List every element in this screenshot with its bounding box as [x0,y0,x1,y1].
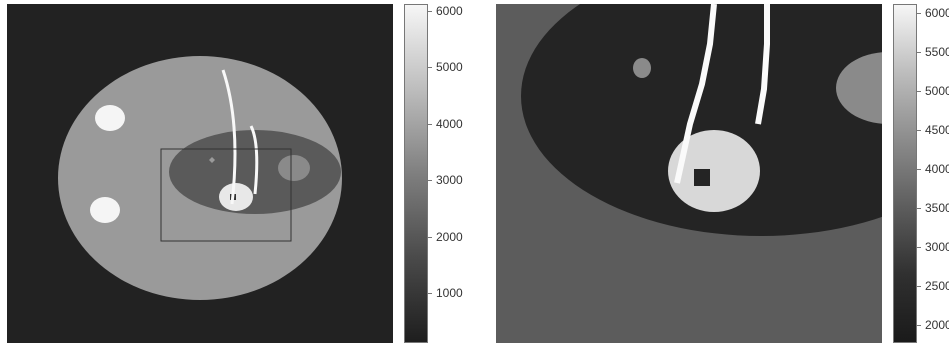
right-zoomed-image [496,4,882,343]
right-colorbar [893,4,917,343]
right-ticks-label-5: 3500 [925,201,949,215]
left-ticks-tickmark-5 [428,293,432,294]
left-ticks-tickmark-4 [428,237,432,238]
right-ticks-tickmark-1 [917,52,921,53]
right-ticks-label-4: 4000 [925,162,949,176]
left-colorbar [404,4,428,343]
right-ticks-label-6: 3000 [925,240,949,254]
zoom-dark-square [694,169,710,186]
right-ticks-label-0: 6000 [925,6,949,20]
left-ticks-tickmark-1 [428,67,432,68]
left-ticks-label-1: 5000 [436,60,463,74]
right-ticks-tickmark-4 [917,169,921,170]
needle-line-2 [249,125,259,195]
left-ticks-tickmark-3 [428,180,432,181]
needle-line-1 [221,69,237,205]
left-phantom-image [7,4,393,343]
right-ticks-tickmark-5 [917,208,921,209]
zoom-bright-circle [668,130,760,212]
right-ticks-tickmark-2 [917,91,921,92]
zoom-lesion [836,52,882,124]
left-ticks-label-5: 1000 [436,286,463,300]
right-ticks-label-2: 5000 [925,84,949,98]
right-ticks-label-1: 5500 [925,45,949,59]
right-ticks-tickmark-0 [917,13,921,14]
zoom-inner-ellipse [521,4,882,236]
zoom-small-spot [633,58,651,78]
bright-spot-top [95,105,125,131]
left-ticks-label-4: 2000 [436,230,463,244]
inner-ellipse [169,130,341,214]
right-image-panel [496,4,882,343]
left-ticks-tickmark-0 [428,11,432,12]
small-diamond [209,157,215,163]
left-ticks-label-0: 6000 [436,4,463,18]
right-ticks-tickmark-8 [917,325,921,326]
right-ticks-label-7: 2500 [925,279,949,293]
right-ticks-tickmark-6 [917,247,921,248]
left-image-panel [7,4,393,343]
bright-spot-bottom [90,197,120,223]
zoom-needle-2 [755,4,770,125]
left-ticks-tickmark-2 [428,124,432,125]
lesion-right [278,155,310,181]
zoom-region-box [160,148,292,242]
left-ticks-label-2: 4000 [436,117,463,131]
left-ticks-label-3: 3000 [436,173,463,187]
right-ticks-label-3: 4500 [925,123,949,137]
zoom-needle-1 [674,4,717,184]
right-ticks-tickmark-7 [917,286,921,287]
right-ticks-tickmark-3 [917,130,921,131]
right-ticks-label-8: 2000 [925,318,949,332]
